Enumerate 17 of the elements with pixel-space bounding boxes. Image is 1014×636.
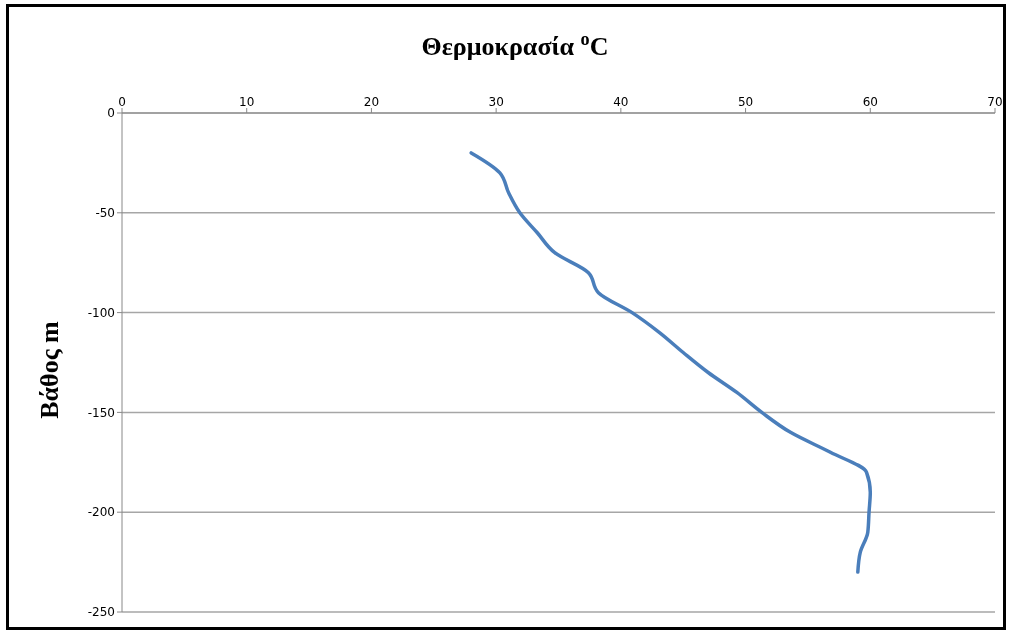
- y-tick-label: -150: [87, 405, 115, 420]
- y-tick-label: -200: [87, 505, 115, 520]
- x-tick-label: 30: [488, 95, 504, 109]
- x-tick-label: 10: [239, 95, 255, 109]
- line-series: [469, 151, 873, 574]
- x-tick-label: 40: [613, 95, 629, 109]
- x-tick-label: 20: [363, 95, 380, 109]
- y-axis-title: Βάθος m: [35, 320, 64, 419]
- chart-title: Θερμοκρασία $^{o}$C: [421, 29, 609, 61]
- y-tick-label: 0: [107, 106, 115, 121]
- y-tick-label: -100: [87, 305, 115, 320]
- y-tick-label: -250: [87, 605, 115, 620]
- x-tick-label: 60: [862, 95, 878, 109]
- x-tick-label: 70: [987, 95, 1003, 109]
- y-tick-label: -50: [95, 206, 115, 221]
- x-tick-label: 50: [737, 95, 754, 109]
- x-tick-label: 0: [118, 95, 126, 109]
